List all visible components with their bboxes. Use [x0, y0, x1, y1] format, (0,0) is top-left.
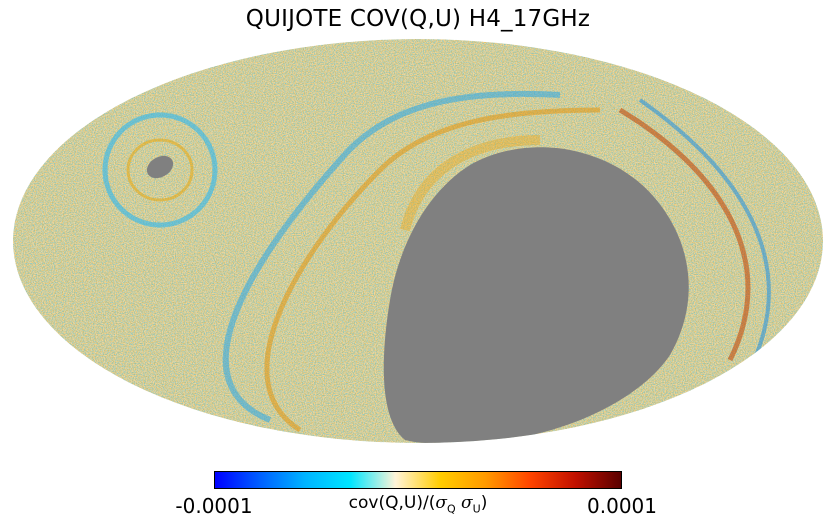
- map-title: QUIJOTE COV(Q,U) H4_17GHz: [245, 6, 591, 32]
- colorbar-label: cov(Q,U)/(σQ σU): [348, 493, 488, 516]
- colorbar-min-label: -0.0001: [175, 494, 253, 518]
- mollweide-map: [13, 39, 823, 443]
- masked-region-small: [146, 155, 174, 179]
- masked-region-large: [383, 147, 689, 443]
- scan-rings: [102, 90, 771, 433]
- colorbar: [214, 471, 622, 489]
- colorbar-max-label: 0.0001: [587, 494, 657, 518]
